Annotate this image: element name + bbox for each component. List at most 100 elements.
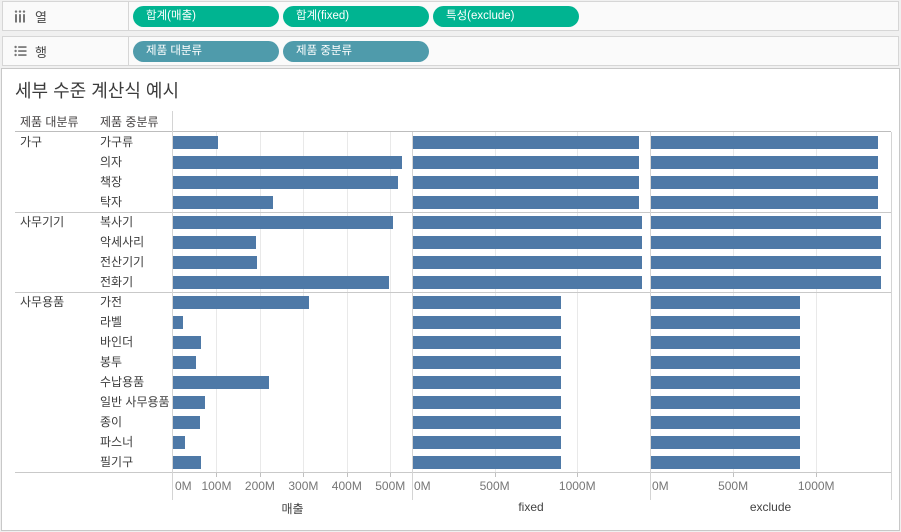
gridline <box>816 132 818 472</box>
row-label-minor[interactable]: 수납용품 <box>100 375 145 389</box>
pill[interactable]: 합계(매출) <box>133 5 279 27</box>
bar[interactable] <box>173 356 197 369</box>
bar[interactable] <box>173 456 202 469</box>
row-label-major[interactable]: 가구 <box>20 135 43 149</box>
bar[interactable] <box>650 296 800 309</box>
axis-tick <box>346 472 348 477</box>
row-label-major[interactable]: 사무기기 <box>20 215 65 229</box>
row-label-minor[interactable]: 바인더 <box>100 335 134 349</box>
bar[interactable] <box>650 376 800 389</box>
axis-tick <box>390 472 392 477</box>
bar[interactable] <box>650 336 800 349</box>
bar[interactable] <box>412 456 561 469</box>
bar[interactable] <box>650 176 879 189</box>
chart-panel-exclude <box>650 132 891 472</box>
bar[interactable] <box>412 276 642 289</box>
bar[interactable] <box>173 236 256 249</box>
rows-shelf-title: 행 <box>35 44 47 60</box>
row-label-minor[interactable]: 봉투 <box>100 355 123 369</box>
bar[interactable] <box>650 216 882 229</box>
bar[interactable] <box>412 336 561 349</box>
bar[interactable] <box>412 236 642 249</box>
column-header-minor[interactable]: 제품 중분류 <box>100 115 159 129</box>
pill[interactable]: 합계(fixed) <box>283 5 429 27</box>
row-label-minor[interactable]: 종이 <box>100 415 123 429</box>
bar[interactable] <box>412 436 561 449</box>
bar[interactable] <box>650 416 800 429</box>
axis-title: fixed <box>518 500 544 514</box>
row-label-minor[interactable]: 탁자 <box>100 195 123 209</box>
bar[interactable] <box>173 196 274 209</box>
bar[interactable] <box>173 176 398 189</box>
pill[interactable]: 제품 대분류 <box>133 40 279 62</box>
bar[interactable] <box>412 196 639 209</box>
bar[interactable] <box>173 396 206 409</box>
axis-tick <box>494 472 496 477</box>
column-header-major[interactable]: 제품 대분류 <box>20 115 79 129</box>
axis-tick-label: 0M <box>175 479 192 493</box>
bar[interactable] <box>173 316 183 329</box>
header-divider <box>172 111 173 500</box>
bar[interactable] <box>412 216 642 229</box>
bar[interactable] <box>173 296 309 309</box>
panel-divider <box>891 132 892 500</box>
row-label-minor[interactable]: 일반 사무용품 <box>100 395 170 409</box>
bar[interactable] <box>650 196 879 209</box>
bar[interactable] <box>412 376 561 389</box>
bar[interactable] <box>412 356 561 369</box>
bar[interactable] <box>173 416 200 429</box>
row-label-minor[interactable]: 라벨 <box>100 315 123 329</box>
row-label-minor[interactable]: 책장 <box>100 175 123 189</box>
bar[interactable] <box>650 356 800 369</box>
bar[interactable] <box>650 156 879 169</box>
axis-tick-label: 300M <box>288 479 319 493</box>
group-separator <box>15 212 891 213</box>
row-label-minor[interactable]: 복사기 <box>100 215 134 229</box>
chart-panel-fixed <box>412 132 650 472</box>
rows-pills: 제품 대분류 제품 중분류 <box>129 37 898 65</box>
row-label-minor[interactable]: 전산기기 <box>100 255 145 269</box>
bar[interactable] <box>173 336 202 349</box>
row-label-minor[interactable]: 전화기 <box>100 275 134 289</box>
bar[interactable] <box>412 256 642 269</box>
axis-tick-label: 500M <box>375 479 406 493</box>
bar[interactable] <box>650 236 882 249</box>
bar[interactable] <box>650 136 879 149</box>
axis-tick-label: 1000M <box>558 479 596 493</box>
axis-tick-label: 500M <box>718 479 749 493</box>
bar[interactable] <box>412 396 561 409</box>
row-label-major[interactable]: 사무용품 <box>20 295 65 309</box>
row-label-minor[interactable]: 필기구 <box>100 455 134 469</box>
bar[interactable] <box>173 276 390 289</box>
bar[interactable] <box>173 136 218 149</box>
bar[interactable] <box>412 416 561 429</box>
bar[interactable] <box>412 136 639 149</box>
bar[interactable] <box>650 456 800 469</box>
bar[interactable] <box>173 256 258 269</box>
gridline <box>390 132 392 472</box>
bar[interactable] <box>650 436 800 449</box>
bar[interactable] <box>412 176 639 189</box>
bar[interactable] <box>173 216 393 229</box>
axis-tick <box>733 472 735 477</box>
bar[interactable] <box>650 256 882 269</box>
bar[interactable] <box>412 156 639 169</box>
pill[interactable]: 특성(exclude) <box>433 5 579 27</box>
row-label-minor[interactable]: 가전 <box>100 295 123 309</box>
pill[interactable]: 제품 중분류 <box>283 40 429 62</box>
group-separator <box>15 472 891 473</box>
bar[interactable] <box>412 316 561 329</box>
row-label-minor[interactable]: 의자 <box>100 155 123 169</box>
axis-tick <box>216 472 218 477</box>
axis-tick <box>303 472 305 477</box>
bar[interactable] <box>412 296 561 309</box>
bar[interactable] <box>173 156 402 169</box>
bar[interactable] <box>650 396 800 409</box>
bar[interactable] <box>650 276 882 289</box>
row-label-minor[interactable]: 악세사리 <box>100 235 145 249</box>
bar[interactable] <box>173 436 186 449</box>
row-label-minor[interactable]: 가구류 <box>100 135 134 149</box>
row-label-minor[interactable]: 파스너 <box>100 435 134 449</box>
bar[interactable] <box>173 376 270 389</box>
bar[interactable] <box>650 316 800 329</box>
